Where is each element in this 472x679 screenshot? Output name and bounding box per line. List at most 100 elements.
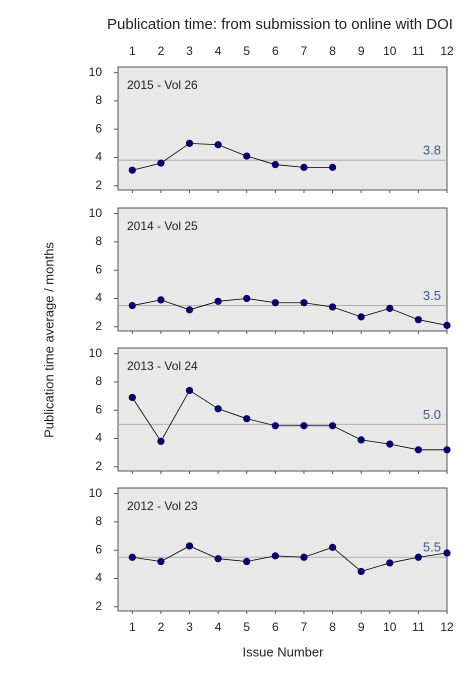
x-tick-label: 2	[158, 620, 165, 634]
panel-plot	[118, 386, 451, 454]
data-point	[328, 543, 337, 551]
x-tick-label: 10	[383, 44, 397, 58]
data-point	[300, 163, 308, 171]
data-point	[271, 422, 279, 430]
data-point	[328, 422, 337, 430]
data-point	[271, 552, 279, 560]
y-tick-label: 2	[95, 319, 102, 333]
data-point	[328, 303, 337, 311]
x-tick-label: 12	[440, 44, 454, 58]
y-tick-label: 2	[95, 178, 102, 192]
data-point	[128, 166, 136, 174]
x-tick-label: 7	[301, 620, 308, 634]
data-point	[185, 542, 194, 550]
x-tick-label: 6	[272, 620, 279, 634]
chart-title: Publication time: from submission to onl…	[107, 16, 453, 33]
y-tick-label: 10	[89, 65, 103, 79]
data-point	[271, 299, 279, 307]
data-point	[157, 159, 165, 167]
data-point	[214, 555, 222, 563]
x-tick-label: 11	[412, 620, 425, 634]
data-point	[128, 553, 136, 561]
data-point	[443, 446, 451, 454]
data-point	[214, 297, 222, 305]
y-tick-label: 6	[95, 402, 102, 416]
panel-plot	[118, 542, 451, 576]
data-point	[243, 557, 251, 566]
data-point	[357, 567, 365, 576]
y-tick-label: 4	[95, 150, 102, 164]
x-tick-label: 2	[158, 44, 165, 58]
y-tick-label: 8	[95, 514, 102, 528]
data-point	[243, 415, 251, 423]
panel-label: 2013 - Vol 24	[127, 359, 198, 373]
data-point	[157, 437, 165, 445]
data-point	[414, 316, 422, 324]
y-tick-label: 10	[89, 346, 103, 360]
x-tick-label: 11	[412, 44, 425, 58]
data-point	[300, 422, 308, 430]
series-line	[132, 545, 448, 572]
x-tick-label: 6	[272, 44, 279, 58]
y-tick-label: 10	[89, 206, 103, 220]
reference-label: 3.5	[423, 288, 441, 303]
y-tick-label: 2	[95, 599, 102, 613]
data-point	[128, 393, 136, 402]
data-point	[185, 306, 194, 314]
y-axis-title: Publication time average / months	[41, 242, 56, 438]
data-point	[243, 294, 251, 303]
data-point	[386, 559, 394, 567]
data-point	[243, 152, 251, 160]
panel-plot	[118, 294, 451, 329]
y-tick-label: 8	[95, 93, 102, 107]
data-point	[357, 436, 365, 444]
y-tick-label: 8	[95, 374, 102, 388]
data-point	[300, 553, 308, 561]
x-tick-label: 9	[358, 620, 365, 634]
panel-label: 2015 - Vol 26	[127, 78, 198, 92]
x-tick-label: 4	[215, 620, 222, 634]
x-tick-label: 3	[186, 620, 193, 634]
data-point	[300, 299, 308, 307]
data-point	[157, 296, 165, 304]
x-tick-label: 7	[301, 44, 308, 58]
x-tick-label: 4	[215, 44, 222, 58]
y-tick-label: 4	[95, 291, 102, 305]
x-tick-label: 5	[243, 620, 250, 634]
reference-label: 5.5	[423, 540, 441, 555]
data-point	[443, 321, 451, 329]
x-tick-label: 12	[440, 620, 454, 634]
y-tick-label: 6	[95, 121, 102, 135]
panel-label: 2014 - Vol 25	[127, 219, 198, 233]
series-line	[131, 389, 447, 451]
reference-label: 3.8	[423, 143, 441, 158]
panel-background	[117, 487, 448, 612]
y-tick-label: 6	[95, 262, 102, 276]
data-point	[157, 557, 165, 566]
data-point	[386, 304, 394, 312]
x-tick-label: 10	[383, 620, 397, 634]
panel-background	[117, 66, 448, 191]
data-point	[414, 553, 422, 561]
x-tick-label: 9	[358, 44, 365, 58]
series-line	[132, 142, 333, 171]
x-tick-label: 5	[243, 44, 250, 58]
data-point	[185, 139, 194, 147]
data-point	[443, 549, 451, 557]
data-point	[386, 440, 394, 448]
data-point	[214, 141, 222, 149]
data-point	[185, 386, 194, 395]
y-tick-label: 6	[95, 542, 102, 556]
panel-background	[117, 347, 448, 472]
y-tick-label: 4	[95, 571, 102, 585]
panel-label: 2012 - Vol 23	[127, 499, 198, 513]
x-tick-label: 8	[329, 44, 336, 58]
panel-plot	[118, 139, 447, 174]
series-line	[132, 298, 448, 326]
data-point	[128, 301, 136, 310]
reference-label: 5.0	[423, 407, 441, 422]
y-tick-label: 8	[95, 234, 102, 248]
data-point	[271, 160, 279, 169]
x-axis-title: Issue Number	[243, 644, 325, 659]
